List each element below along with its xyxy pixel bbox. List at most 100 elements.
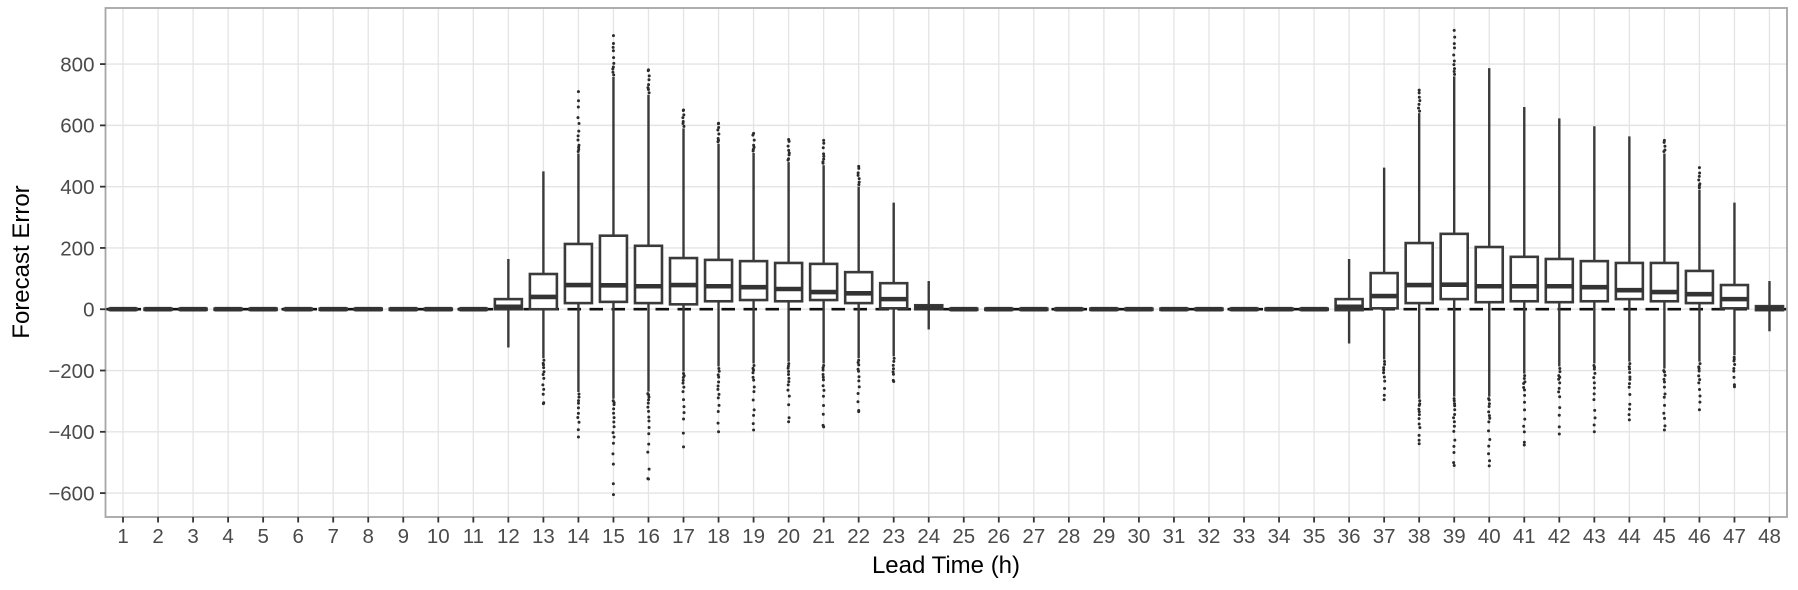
outlier-dot-extreme	[611, 34, 615, 38]
outlier-dot	[682, 417, 686, 421]
outlier-dot	[1592, 423, 1596, 427]
iqr-box	[738, 259, 769, 302]
iqr-box	[1404, 241, 1434, 305]
outlier-dot	[1382, 393, 1386, 397]
outlier-dot	[1522, 382, 1526, 386]
outlier-dot	[1523, 374, 1527, 378]
outlier-dot	[576, 134, 580, 138]
outlier-dot-extreme	[822, 138, 826, 142]
outlier-dot	[1592, 392, 1596, 396]
x-tick-label: 44	[1618, 525, 1641, 548]
outlier-dot	[1627, 385, 1631, 389]
boxplot-lead-35	[1299, 306, 1329, 312]
outlier-dot	[1593, 371, 1597, 375]
y-tick-label: 0	[83, 299, 94, 322]
x-tick-label: 22	[847, 525, 870, 548]
outlier-dot	[1488, 437, 1492, 441]
outlier-dot-extreme	[611, 493, 615, 497]
outlier-dot	[612, 420, 616, 424]
outlier-dot	[1558, 395, 1562, 399]
outlier-dot	[1452, 42, 1456, 46]
x-tick-label: 40	[1478, 525, 1501, 548]
outlier-dot	[576, 401, 580, 405]
outlier-dot	[1663, 424, 1667, 428]
outlier-dot	[821, 366, 825, 370]
outlier-dot	[1487, 452, 1491, 456]
boxplot-lead-8	[353, 306, 384, 312]
outlier-dot	[787, 376, 791, 380]
outlier-dot-extreme	[892, 380, 896, 384]
outlier-dot	[751, 375, 755, 379]
outlier-dot	[1452, 424, 1456, 428]
outlier-dot	[1417, 95, 1421, 99]
y-tick-label: −400	[48, 421, 94, 444]
outlier-dot	[787, 151, 791, 155]
outlier-dot	[647, 91, 651, 95]
outlier-dot	[612, 416, 616, 420]
outlier-dot-extreme	[646, 68, 650, 72]
boxplot-lead-9	[388, 306, 419, 312]
outlier-dot	[1417, 433, 1421, 437]
outlier-dot	[1558, 406, 1562, 410]
outlier-dot	[1452, 46, 1456, 50]
outlier-dot	[892, 359, 896, 363]
outlier-dot	[1522, 386, 1526, 390]
panel-border	[104, 7, 1788, 518]
y-axis-title: Forecast Error	[8, 185, 35, 339]
x-tick-label: 38	[1408, 525, 1431, 548]
outlier-dot	[1522, 430, 1526, 434]
x-tick-label: 32	[1198, 525, 1221, 548]
outlier-dot	[717, 380, 721, 384]
outlier-dot-extreme	[1557, 432, 1561, 436]
x-tick-label: 7	[328, 525, 339, 548]
boxplot-lead-45	[1649, 138, 1680, 432]
outlier-dot	[1417, 417, 1421, 421]
outlier-dot	[752, 413, 756, 417]
outlier-dot	[611, 65, 615, 69]
outlier-dot	[682, 113, 686, 117]
outlier-dot	[891, 370, 895, 374]
x-tick-label: 11	[463, 525, 484, 548]
outlier-dot	[1697, 374, 1701, 378]
outlier-dot	[1487, 410, 1491, 414]
outlier-dot	[752, 368, 756, 372]
outlier-dot	[647, 83, 651, 87]
outlier-dot	[681, 431, 685, 435]
outlier-dot-extreme	[1627, 418, 1631, 422]
outlier-dot	[1522, 440, 1526, 444]
outlier-dot	[612, 425, 616, 429]
outlier-dot	[1452, 63, 1456, 67]
outlier-dot-extreme	[682, 445, 686, 449]
outlier-dot	[1558, 367, 1562, 371]
x-tick-label: 41	[1513, 525, 1536, 548]
outlier-dot	[1628, 370, 1632, 374]
outlier-dot	[856, 400, 860, 404]
x-tick-label: 48	[1758, 525, 1781, 548]
outlier-dot	[647, 442, 651, 446]
y-tick-label: 600	[60, 115, 94, 138]
boxplot-lead-30	[1124, 306, 1154, 312]
outlier-dot	[1487, 414, 1491, 418]
boxplot-lead-5	[248, 306, 278, 312]
boxplot-lead-15	[598, 34, 629, 497]
outlier-dot	[1417, 102, 1421, 106]
outlier-dot	[1383, 359, 1387, 363]
iqr-box	[808, 262, 839, 302]
outlier-dot	[856, 361, 860, 365]
outlier-dot	[681, 378, 685, 382]
outlier-dot	[1417, 91, 1421, 95]
outlier-dot	[1592, 367, 1596, 371]
outlier-dot	[1663, 144, 1667, 148]
outlier-dot	[576, 116, 580, 120]
outlier-dot	[576, 105, 580, 109]
x-tick-label: 26	[987, 525, 1010, 548]
boxplot-lead-19	[738, 131, 769, 432]
boxplot-lead-43	[1579, 126, 1610, 434]
outlier-dot	[646, 405, 650, 409]
outlier-dot	[821, 394, 825, 398]
outlier-dot	[576, 406, 580, 410]
outlier-dot	[1453, 404, 1457, 408]
x-tick-label: 9	[398, 525, 409, 548]
outlier-dot-extreme	[752, 428, 756, 432]
